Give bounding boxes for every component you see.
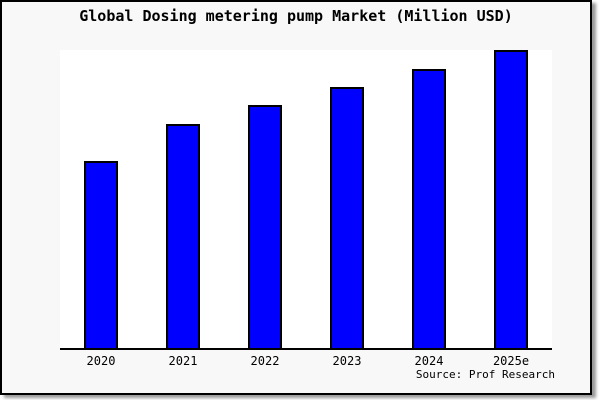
- chart-title: Global Dosing metering pump Market (Mill…: [79, 7, 513, 25]
- x-tick-label-2021: 2021: [168, 354, 198, 368]
- x-tick-label-2025e: 2025e: [492, 354, 530, 368]
- bar-2023: [330, 86, 364, 348]
- x-tick-label-2024: 2024: [414, 354, 444, 368]
- x-tick-label-2020: 2020: [86, 354, 116, 368]
- bar-slot-2024: [388, 50, 470, 348]
- x-axis-labels: 2020 2021 2022 2023 2024 2025e: [60, 354, 552, 368]
- bar-2020: [84, 161, 118, 348]
- x-tick-label-2022: 2022: [250, 354, 280, 368]
- plot-area: [60, 50, 552, 350]
- bar-2024: [412, 68, 446, 348]
- chart-frame: Global Dosing metering pump Market (Mill…: [0, 0, 592, 395]
- bar-slot-2025e: [470, 50, 552, 348]
- bar-2025e: [494, 50, 528, 348]
- bar-slot-2023: [306, 50, 388, 348]
- bar-2021: [166, 124, 200, 348]
- source-credit: Source: Prof Research: [415, 368, 555, 381]
- bar-2022: [248, 105, 282, 348]
- bar-slot-2021: [142, 50, 224, 348]
- bar-slot-2020: [60, 50, 142, 348]
- x-tick-label-2023: 2023: [332, 354, 362, 368]
- bar-slot-2022: [224, 50, 306, 348]
